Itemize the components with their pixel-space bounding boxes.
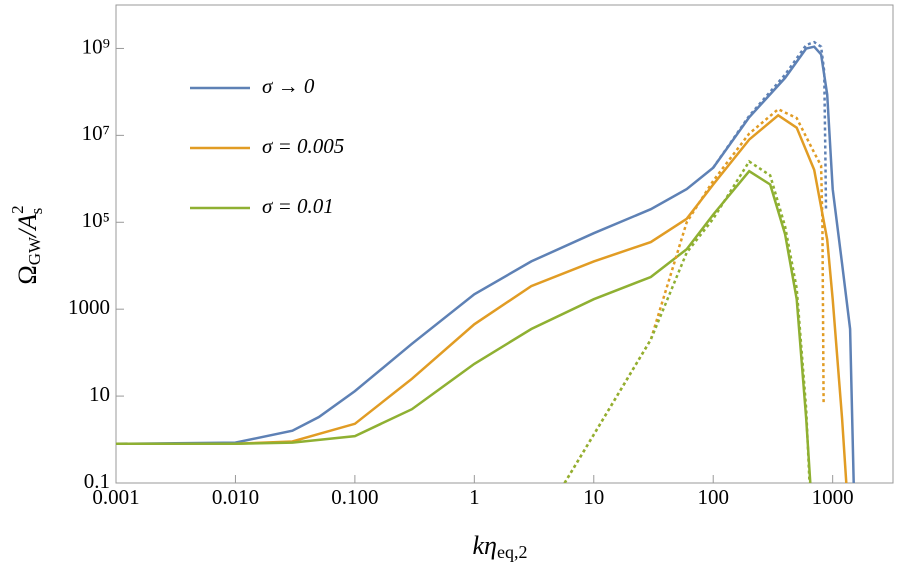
y-tick-label: 10⁷ xyxy=(82,121,110,145)
line xyxy=(116,113,848,483)
legend-label: σ = 0.01 xyxy=(262,194,334,218)
x-label-sub: eq,2 xyxy=(497,542,528,562)
legend-label: σ = 0.005 xyxy=(262,134,344,158)
plot-frame xyxy=(115,4,894,484)
legend-label: σ → 0 xyxy=(262,74,315,98)
y-label-main2: /A xyxy=(13,214,42,239)
x-tick-label: 0.010 xyxy=(212,485,259,509)
x-tick-label: 0.100 xyxy=(331,485,378,509)
y-label-main: Ω xyxy=(13,265,42,284)
y-tick-label: 10⁵ xyxy=(82,208,110,232)
x-axis-label: kηeq,2 xyxy=(473,531,528,562)
x-label-main: kη xyxy=(473,531,497,560)
x-tick-label: 1000 xyxy=(812,485,854,509)
y-tick-label: 1000 xyxy=(68,295,110,319)
y-label-sub2: s xyxy=(27,208,46,215)
x-tick-label: 10 xyxy=(583,485,604,509)
y-label-sup: 2 xyxy=(8,205,27,214)
y-tick-label: 10⁹ xyxy=(82,34,110,58)
x-tick-label: 100 xyxy=(697,485,729,509)
x-tick-label: 1 xyxy=(469,485,480,509)
y-tick-label: 10 xyxy=(89,382,110,406)
dotted-line xyxy=(712,40,828,210)
plot-lines xyxy=(116,40,855,483)
dotted-line xyxy=(563,159,811,483)
y-tick-label: 0.1 xyxy=(84,469,110,493)
y-label-sub: GW xyxy=(25,236,44,265)
line xyxy=(116,45,855,483)
x-tick-label: 0.001 xyxy=(92,485,139,509)
y-axis-label: ΩGW/A2s xyxy=(8,205,46,284)
line xyxy=(116,169,812,483)
